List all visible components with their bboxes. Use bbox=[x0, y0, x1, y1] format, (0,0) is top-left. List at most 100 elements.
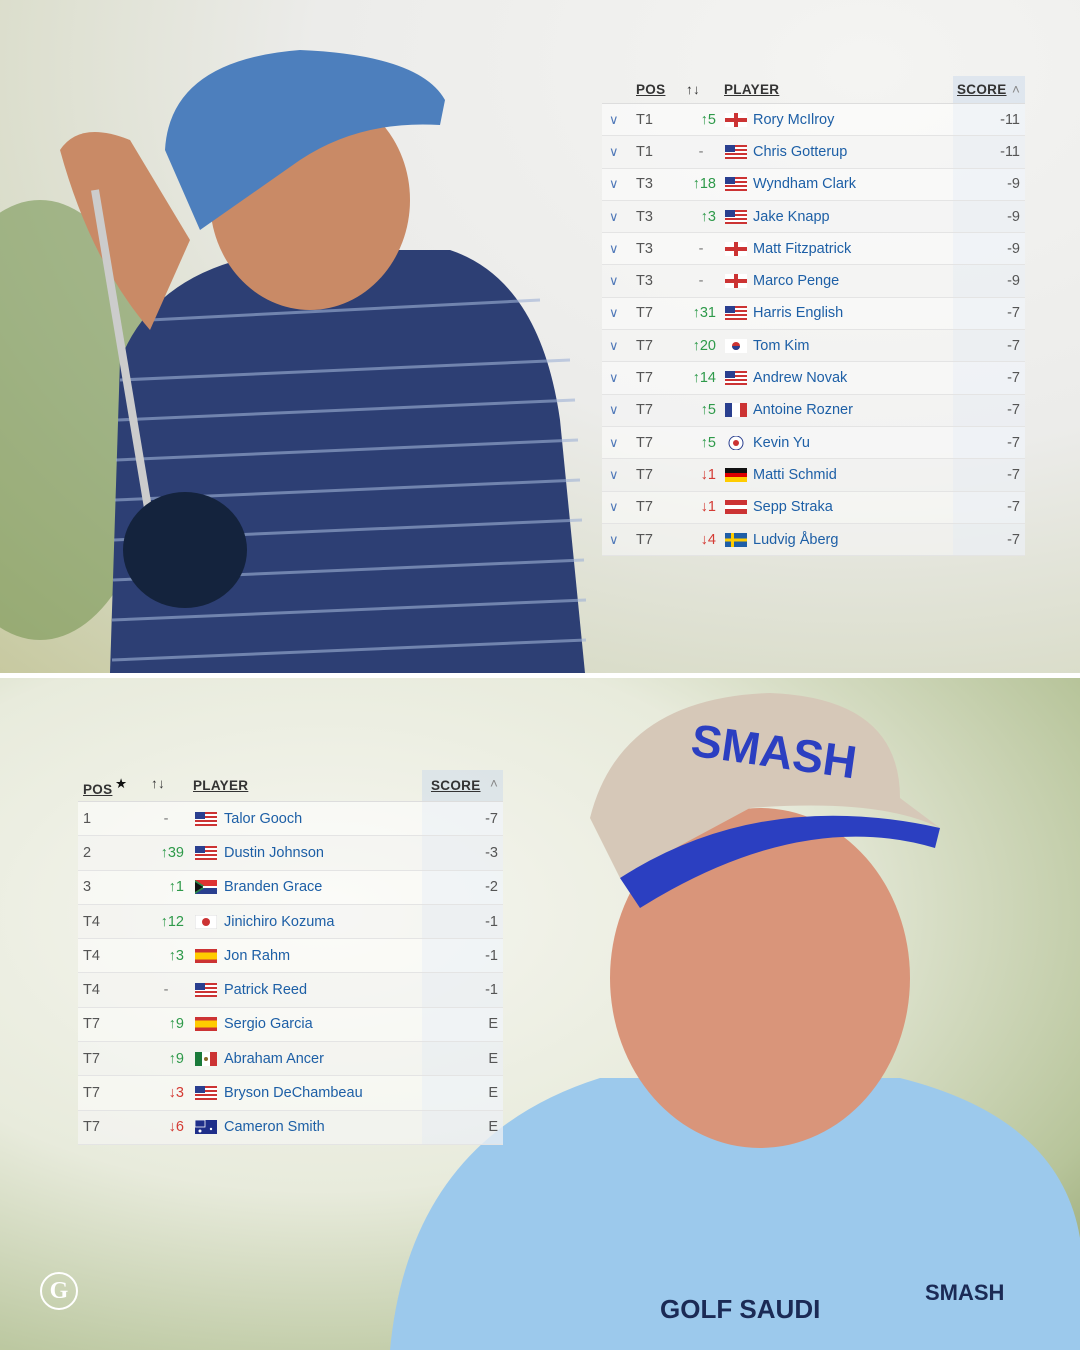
player-name-link[interactable]: Jon Rahm bbox=[224, 947, 291, 964]
player-name-link[interactable]: Sergio Garcia bbox=[224, 1016, 313, 1033]
flag-usa-icon bbox=[195, 983, 217, 998]
flag-usa-icon bbox=[195, 845, 217, 860]
movement-value: - bbox=[163, 982, 169, 999]
flag-aus-icon bbox=[194, 1119, 217, 1135]
player-name-link[interactable]: Kevin Yu bbox=[753, 434, 810, 451]
expand-chevron-icon[interactable]: ∨ bbox=[609, 240, 619, 256]
pos-header[interactable]: POS bbox=[636, 82, 666, 97]
score-header[interactable]: SCORE bbox=[957, 82, 1007, 97]
expand-chevron-icon[interactable]: ∨ bbox=[609, 337, 619, 353]
expand-chevron-icon[interactable]: ∨ bbox=[609, 370, 619, 386]
score: -3 bbox=[485, 844, 498, 861]
movement: ↓1 bbox=[686, 499, 716, 515]
score: -9 bbox=[1007, 176, 1020, 193]
score: -7 bbox=[1007, 370, 1020, 387]
table-row[interactable]: T7 ↓6 Cameron Smith E bbox=[78, 1110, 503, 1145]
movement-value: 3 bbox=[175, 1085, 184, 1102]
table-row[interactable]: 3 ↑1 Branden Grace -2 bbox=[78, 870, 503, 905]
movement-value: - bbox=[698, 240, 704, 257]
table-row[interactable]: ∨ T3 ↑3 Jake Knapp -9 bbox=[602, 200, 1025, 234]
player-name-link[interactable]: Patrick Reed bbox=[224, 982, 308, 999]
player-header[interactable]: PLAYER bbox=[724, 82, 780, 97]
expand-chevron-icon[interactable]: ∨ bbox=[609, 273, 619, 289]
table-row[interactable]: ∨ T7 ↑14 Andrew Novak -7 bbox=[602, 362, 1025, 395]
player-name-link[interactable]: Rory McIlroy bbox=[753, 111, 835, 128]
leaderboard-top: POS ↑↓ PLAYER SCORE ˄ ∨ T1 ↑5 Rory McIlroy -… bbox=[602, 76, 1025, 557]
player-name-link[interactable]: Dustin Johnson bbox=[224, 844, 324, 861]
expand-chevron-icon[interactable]: ∨ bbox=[609, 176, 619, 192]
table-row[interactable]: T7 ↓3 Bryson DeChambeau E bbox=[78, 1076, 503, 1111]
table-row[interactable]: T4 ↑12 Jinichiro Kozuma -1 bbox=[78, 904, 503, 940]
move-header[interactable]: ↑↓ bbox=[151, 776, 166, 791]
table-row[interactable]: ∨ T7 ↑31 Harris English -7 bbox=[602, 297, 1025, 331]
player-name-link[interactable]: Jinichiro Kozuma bbox=[224, 913, 335, 930]
player-name-link[interactable]: Bryson DeChambeau bbox=[224, 1085, 363, 1102]
movement: ↑39 bbox=[148, 845, 184, 861]
player-name-link[interactable]: Jake Knapp bbox=[753, 208, 830, 225]
player-name-link[interactable]: Tom Kim bbox=[753, 337, 810, 354]
player-name-link[interactable]: Matti Schmid bbox=[753, 466, 837, 483]
table-row[interactable]: ∨ T7 ↑5 Kevin Yu -7 bbox=[602, 426, 1025, 460]
expand-chevron-icon[interactable]: ∨ bbox=[609, 434, 619, 450]
player-header[interactable]: PLAYER bbox=[193, 778, 249, 793]
table-row[interactable]: ∨ T3 ↑18 Wyndham Clark -9 bbox=[602, 168, 1025, 201]
flag-rsa-icon bbox=[195, 880, 217, 895]
movement: ↑18 bbox=[686, 176, 716, 192]
movement-value: 5 bbox=[707, 402, 716, 419]
player-name-link[interactable]: Andrew Novak bbox=[753, 370, 848, 387]
expand-chevron-icon[interactable]: ∨ bbox=[609, 466, 619, 482]
sort-icon[interactable]: ˄ bbox=[490, 776, 499, 791]
player-name-link[interactable]: Cameron Smith bbox=[224, 1119, 325, 1136]
sort-icon[interactable]: ˄ bbox=[1012, 82, 1021, 97]
player-name-link[interactable]: Harris English bbox=[753, 305, 844, 322]
movement-value: 14 bbox=[699, 370, 716, 387]
table-row[interactable]: ∨ T7 ↑20 Tom Kim -7 bbox=[602, 330, 1025, 363]
flag-swe-icon bbox=[725, 532, 747, 547]
expand-chevron-icon[interactable]: ∨ bbox=[609, 208, 619, 224]
table-row[interactable]: ∨ T7 ↑5 Antoine Rozner -7 bbox=[602, 394, 1025, 427]
table-row[interactable]: 2 ↑39 Dustin Johnson -3 bbox=[78, 836, 503, 871]
move-header[interactable]: ↑↓ bbox=[686, 82, 701, 97]
table-row[interactable]: T4 - Patrick Reed -1 bbox=[78, 973, 503, 1008]
table-row[interactable]: ∨ T7 ↓1 Matti Schmid -7 bbox=[602, 459, 1025, 492]
table-row[interactable]: 1 - Talor Gooch -7 bbox=[78, 802, 503, 837]
expand-chevron-icon[interactable]: ∨ bbox=[609, 499, 619, 515]
player-name-link[interactable]: Chris Gotterup bbox=[753, 143, 848, 160]
expand-chevron-icon[interactable]: ∨ bbox=[609, 143, 619, 159]
score-header[interactable]: SCORE bbox=[431, 778, 481, 793]
pos-header[interactable]: POS bbox=[83, 782, 113, 797]
table-row[interactable]: ∨ T3 - Marco Penge -9 bbox=[602, 265, 1025, 298]
movement-value: 1 bbox=[707, 466, 716, 483]
table-row[interactable]: ∨ T7 ↓1 Sepp Straka -7 bbox=[602, 491, 1025, 524]
table-row[interactable]: ∨ T7 ↓4 Ludvig Åberg -7 bbox=[602, 523, 1025, 557]
player-name-link[interactable]: Marco Penge bbox=[753, 273, 840, 290]
flag-usa-icon bbox=[725, 144, 747, 159]
player-name-link[interactable]: Ludvig Åberg bbox=[753, 531, 839, 548]
player-name-link[interactable]: Wyndham Clark bbox=[753, 176, 857, 193]
movement-value: 9 bbox=[175, 1050, 184, 1067]
player-name-link[interactable]: Matt Fitzpatrick bbox=[753, 240, 852, 257]
player-name-link[interactable]: Sepp Straka bbox=[753, 499, 833, 516]
table-row[interactable]: T7 ↑9 Sergio Garcia E bbox=[78, 1007, 503, 1043]
table-row[interactable]: T7 ↑9 Abraham Ancer E bbox=[78, 1042, 503, 1077]
table-row[interactable]: ∨ T3 - Matt Fitzpatrick -9 bbox=[602, 233, 1025, 266]
expand-chevron-icon[interactable]: ∨ bbox=[609, 111, 619, 127]
player-name-link[interactable]: Branden Grace bbox=[224, 879, 323, 896]
player-name-link[interactable]: Talor Gooch bbox=[224, 810, 303, 827]
movement-value: 31 bbox=[699, 305, 716, 322]
expand-chevron-icon[interactable]: ∨ bbox=[609, 305, 619, 321]
player-name-link[interactable]: Abraham Ancer bbox=[224, 1050, 324, 1067]
movement-value: 4 bbox=[707, 531, 716, 548]
expand-chevron-icon[interactable]: ∨ bbox=[609, 402, 619, 418]
score: -11 bbox=[1000, 143, 1020, 160]
table-row[interactable]: ∨ T1 ↑5 Rory McIlroy -11 bbox=[602, 104, 1025, 137]
movement: ↓4 bbox=[686, 532, 716, 548]
position: T3 bbox=[636, 240, 653, 257]
table-row[interactable]: ∨ T1 - Chris Gotterup -11 bbox=[602, 136, 1025, 169]
arrow-up-icon: ↑ bbox=[692, 370, 700, 387]
table-row[interactable]: T4 ↑3 Jon Rahm -1 bbox=[78, 939, 503, 974]
position: T7 bbox=[636, 305, 653, 322]
position: T7 bbox=[83, 1119, 100, 1136]
expand-chevron-icon[interactable]: ∨ bbox=[609, 531, 619, 547]
player-name-link[interactable]: Antoine Rozner bbox=[753, 402, 853, 419]
